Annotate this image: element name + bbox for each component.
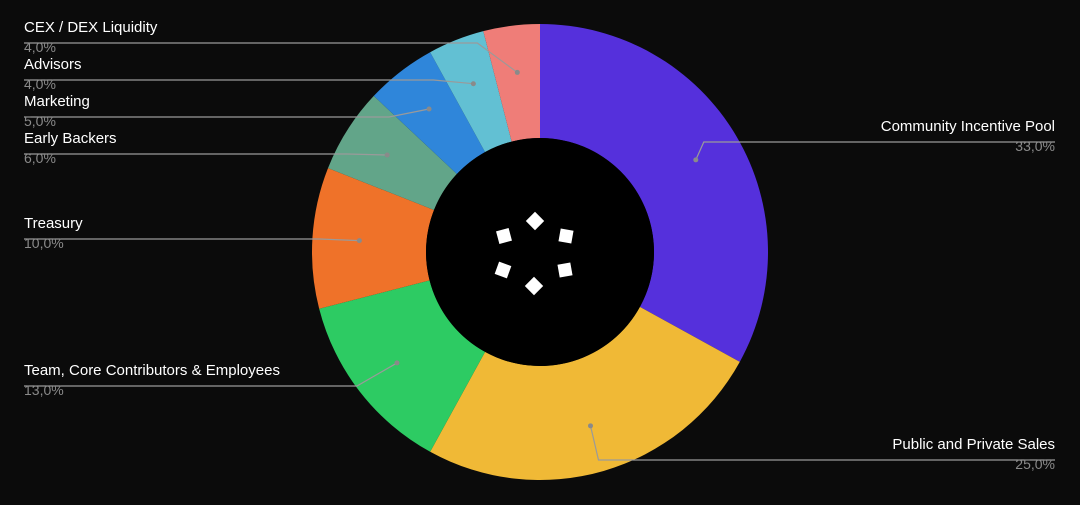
leader-line-2 xyxy=(24,362,398,387)
diamond-dots-logo-icon xyxy=(494,211,574,296)
slice-value-7: 4,0% xyxy=(24,39,56,55)
slice-label-3: Treasury xyxy=(24,215,83,232)
slice-label-7: CEX / DEX Liquidity xyxy=(24,19,158,36)
leader-line-0 xyxy=(695,141,1055,161)
slice-label-0: Community Incentive Pool xyxy=(881,118,1055,135)
anchor-dot-3 xyxy=(356,238,362,244)
logo-square-3 xyxy=(524,276,544,296)
slice-value-0: 33,0% xyxy=(1015,138,1055,154)
slice-label-1: Public and Private Sales xyxy=(892,436,1055,453)
slice-1 xyxy=(430,306,740,480)
anchor-dot-6 xyxy=(470,81,476,87)
slice-value-4: 6,0% xyxy=(24,150,56,166)
leader-line-6 xyxy=(24,79,474,85)
slice-value-1: 25,0% xyxy=(1015,456,1055,472)
leader-line-1 xyxy=(589,425,1055,461)
anchor-dot-4 xyxy=(384,152,390,158)
slice-6 xyxy=(430,31,512,153)
logo-square-1 xyxy=(558,228,574,244)
slice-3 xyxy=(311,168,435,309)
anchor-dot-5 xyxy=(426,106,432,112)
slice-5 xyxy=(373,52,486,174)
leader-line-4 xyxy=(24,153,388,156)
slice-4 xyxy=(328,95,457,211)
slice-value-2: 13,0% xyxy=(24,382,64,398)
slice-label-6: Advisors xyxy=(24,56,82,73)
slice-label-4: Early Backers xyxy=(24,130,117,147)
donut-hole xyxy=(426,138,654,366)
anchor-dot-1 xyxy=(587,423,593,429)
donut-slices xyxy=(311,24,769,480)
logo-square-5 xyxy=(496,228,512,244)
logo-square-4 xyxy=(494,261,512,279)
logo-square-2 xyxy=(557,262,573,278)
slice-value-3: 10,0% xyxy=(24,235,64,251)
anchor-dot-2 xyxy=(394,360,400,366)
leader-line-7 xyxy=(24,42,518,73)
slice-0 xyxy=(540,24,769,362)
leader-line-3 xyxy=(24,238,360,242)
slice-labels: Community Incentive Pool 33,0% Public and … xyxy=(24,19,1055,472)
slice-2 xyxy=(319,280,486,452)
slice-value-6: 4,0% xyxy=(24,76,56,92)
slice-label-2: Team, Core Contributors & Employees xyxy=(24,362,280,379)
logo-square-0 xyxy=(525,211,545,231)
slice-label-5: Marketing xyxy=(24,93,90,110)
anchor-dot-0 xyxy=(693,157,699,163)
anchor-dot-7 xyxy=(514,69,520,75)
leader-line-5 xyxy=(24,108,430,118)
slice-7 xyxy=(483,24,540,142)
slice-value-5: 5,0% xyxy=(24,113,56,129)
